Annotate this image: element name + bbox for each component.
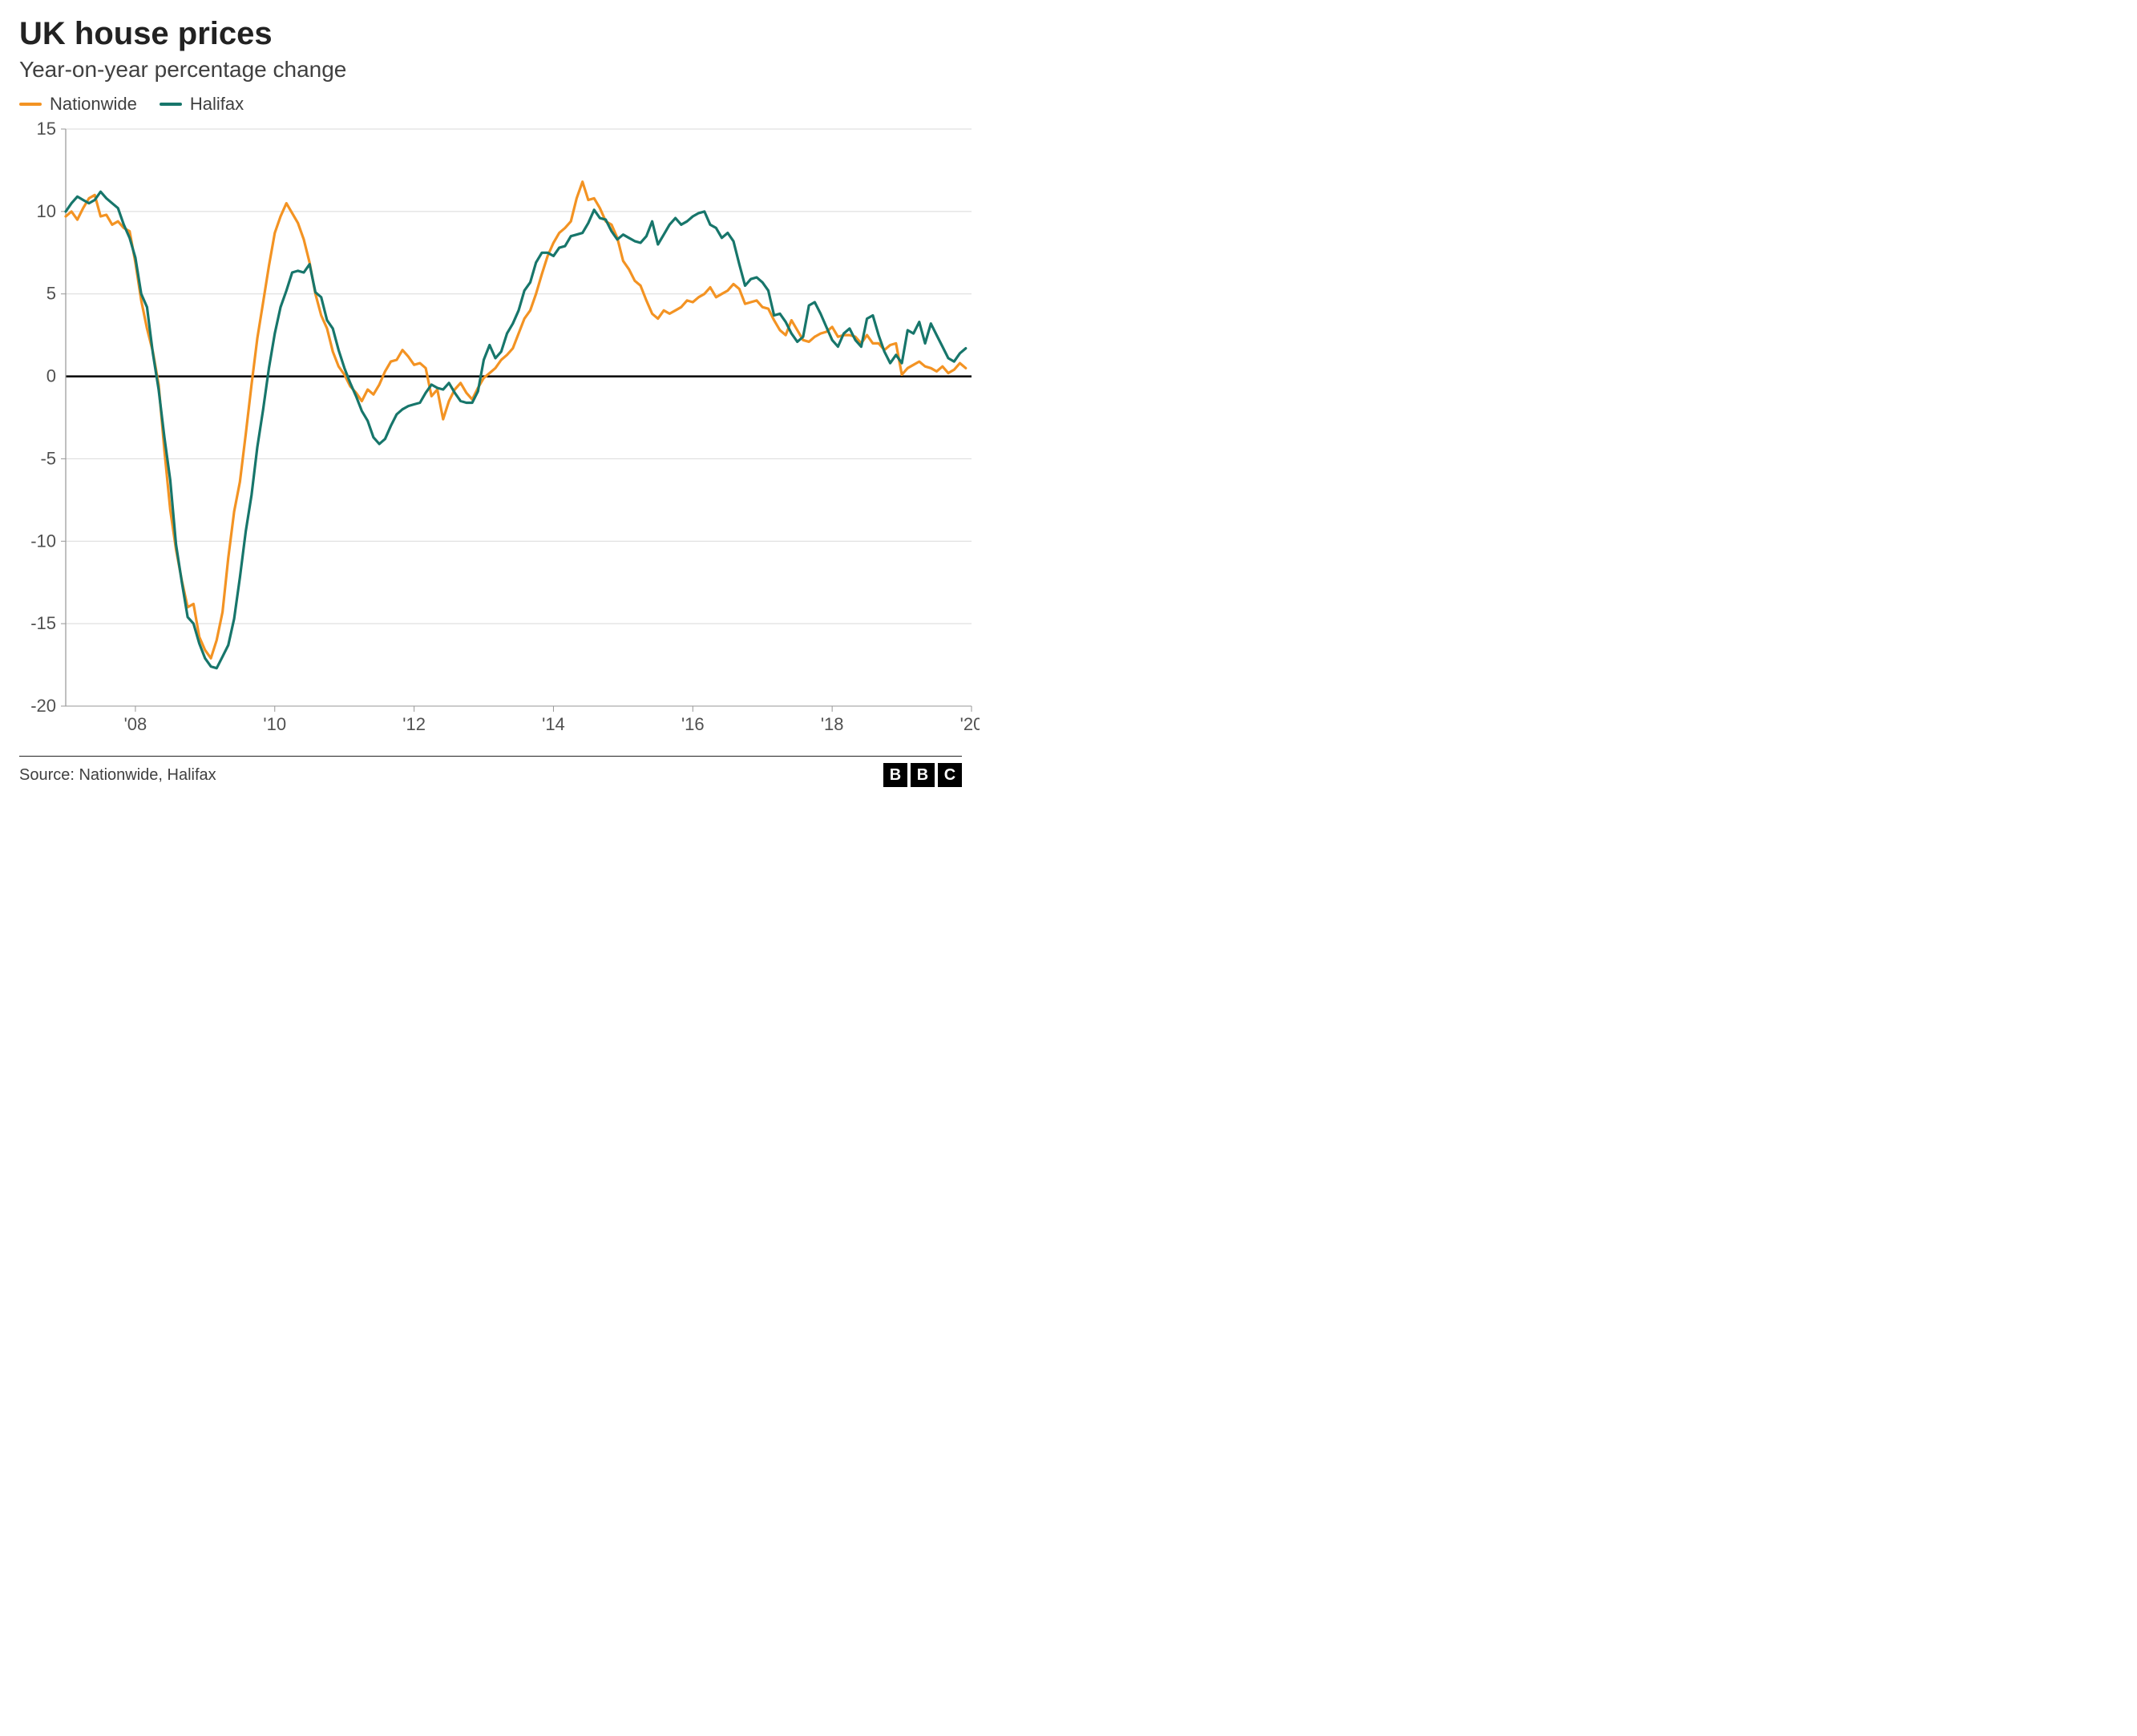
legend-item: Halifax	[160, 94, 244, 115]
legend-label: Halifax	[190, 94, 244, 115]
x-axis-label: '10	[263, 714, 286, 734]
bbc-logo-letter: B	[911, 763, 935, 787]
bbc-logo: BBC	[883, 763, 962, 787]
chart-subtitle: Year-on-year percentage change	[19, 57, 962, 83]
series-line	[66, 192, 966, 668]
y-axis-label: 0	[46, 366, 56, 386]
y-axis-label: -10	[30, 531, 56, 551]
x-axis-label: '08	[124, 714, 147, 734]
x-axis-label: '20	[960, 714, 980, 734]
x-axis-label: '12	[402, 714, 426, 734]
y-axis-label: -5	[40, 448, 56, 468]
legend-item: Nationwide	[19, 94, 137, 115]
bbc-logo-letter: C	[938, 763, 962, 787]
plot-area: -20-15-10-5051015'08'10'12'14'16'18'20	[19, 121, 962, 742]
y-axis-label: 15	[37, 121, 56, 139]
x-axis-label: '14	[542, 714, 565, 734]
legend-swatch	[160, 103, 182, 106]
legend-swatch	[19, 103, 42, 106]
legend-label: Nationwide	[50, 94, 137, 115]
chart-footer: Source: Nationwide, Halifax BBC	[19, 756, 962, 787]
chart-title: UK house prices	[19, 16, 962, 52]
x-axis-label: '18	[821, 714, 844, 734]
chart-container: UK house prices Year-on-year percentage …	[0, 0, 981, 797]
legend: Nationwide Halifax	[19, 94, 962, 115]
y-axis-label: 10	[37, 201, 56, 221]
line-chart-svg: -20 -15 -10 -5 0 5 10 15 '08 '10 '12 '14 '16 '18 '20	[19, 121, 980, 738]
y-axis-label: 5	[46, 284, 56, 304]
y-axis-label: -20	[30, 696, 56, 716]
bbc-logo-letter: B	[883, 763, 907, 787]
x-axis-label: '16	[681, 714, 705, 734]
y-axis-label: -15	[30, 613, 56, 633]
source-text: Source: Nationwide, Halifax	[19, 766, 216, 785]
series-line	[66, 182, 966, 659]
